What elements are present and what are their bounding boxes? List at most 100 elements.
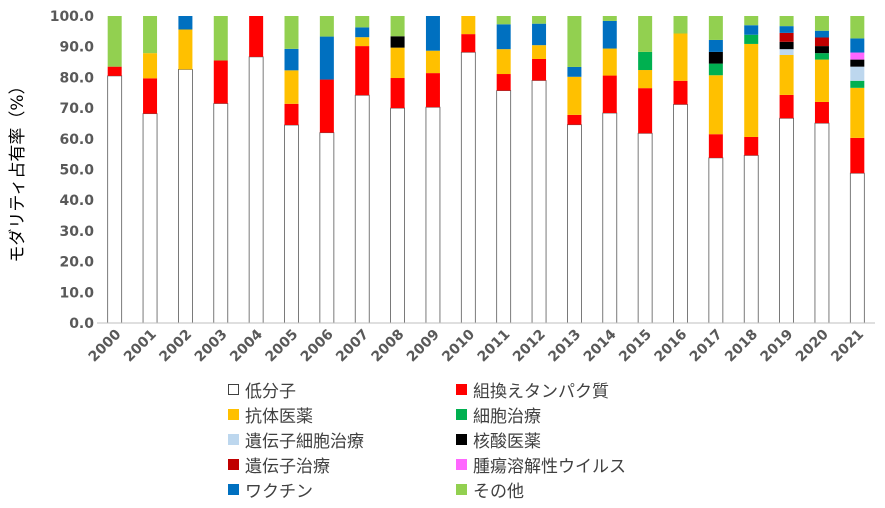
x-tick-label: 2015	[616, 327, 655, 366]
bar-segment	[319, 132, 335, 324]
bar-segment	[496, 74, 511, 91]
bar-segment	[319, 16, 334, 37]
x-tick-label: 2011	[475, 327, 514, 366]
legend-swatch	[228, 433, 239, 445]
bar-segment	[708, 134, 723, 158]
legend-swatch	[456, 483, 467, 495]
bar-segment	[355, 37, 370, 47]
bar-segment	[248, 56, 264, 324]
y-tick-label: 90.0	[59, 40, 94, 56]
legend-swatch	[228, 383, 239, 395]
bar-segment	[850, 80, 865, 88]
bar-segment	[425, 73, 440, 108]
bar-segment	[850, 59, 865, 67]
bar-segment	[814, 30, 829, 38]
x-tick-label: 2013	[545, 327, 584, 366]
bar-segment	[496, 49, 511, 75]
x-tick-label: 2010	[439, 326, 478, 365]
bar-segment	[850, 38, 865, 53]
legend-label: 遺伝子治療	[245, 456, 330, 477]
legend-item: ワクチン	[228, 478, 313, 502]
y-axis-title: モダリティ占有率（%）	[8, 77, 28, 262]
bar-segment	[673, 80, 688, 105]
bar-segment	[390, 16, 405, 37]
legend-label: 抗体医薬	[245, 406, 313, 427]
bar-segment	[673, 104, 688, 324]
bar-segment	[708, 75, 723, 135]
x-tick-label: 2008	[369, 327, 408, 366]
bar-segment	[814, 53, 829, 60]
bar-segment	[390, 78, 405, 109]
bar-segment	[354, 94, 370, 324]
legend: 低分子 抗体医薬 遺伝子細胞治療 遺伝子治療 ワクチン 組換えタンパク質 細胞治療 核酸医薬腫…	[228, 378, 688, 504]
bar-segment	[213, 103, 229, 324]
bar-segment	[107, 75, 123, 324]
bar-segment	[567, 16, 582, 67]
bar-segment	[779, 32, 794, 42]
bar-segment	[638, 70, 653, 89]
bar-segment	[319, 79, 334, 133]
legend-label: 細胞治療	[473, 406, 541, 427]
y-tick-label: 80.0	[59, 70, 94, 86]
bar-segment	[532, 23, 547, 46]
x-tick-label: 2006	[298, 327, 337, 366]
y-tick-label: 100.0	[50, 9, 95, 25]
bar-segment	[814, 122, 830, 324]
bar-segment	[602, 48, 617, 76]
bar-segment	[284, 103, 299, 125]
legend-label: ワクチン	[245, 481, 313, 502]
bar-segment	[390, 47, 405, 79]
bar-segment	[850, 87, 865, 138]
bar-segment	[496, 16, 511, 25]
x-tick-label: 2001	[121, 327, 160, 366]
bar-segment	[744, 136, 759, 156]
bar-segment	[460, 51, 476, 324]
bar-segment	[814, 37, 829, 47]
legend-label: その他	[473, 481, 524, 502]
bar-segment	[532, 16, 547, 24]
bar-segment	[355, 27, 370, 38]
bar-segment	[461, 16, 476, 35]
bar-segment	[531, 80, 547, 324]
bar-segment	[213, 60, 228, 104]
bar-segment	[708, 157, 724, 324]
bar-segment	[779, 26, 794, 33]
bar-segment	[107, 16, 122, 67]
y-tick-label: 20.0	[59, 255, 94, 271]
legend-item: 組換えタンパク質	[456, 378, 609, 402]
x-tick-label: 2016	[651, 327, 690, 366]
legend-item: 抗体医薬	[228, 403, 313, 427]
bar-segment	[532, 45, 547, 59]
x-tick-label: 2019	[758, 327, 797, 366]
legend-item: 細胞治療	[456, 403, 541, 427]
bar-segment	[850, 137, 865, 174]
bar-segment	[743, 154, 759, 324]
bar-segment	[708, 39, 723, 52]
legend-item: 核酸医薬	[456, 428, 541, 452]
legend-item: 低分子	[228, 378, 296, 402]
bar-segment	[532, 58, 547, 81]
bar-segment	[425, 106, 441, 324]
bar-segment	[390, 36, 405, 48]
bar-segment	[638, 88, 653, 134]
legend-swatch	[456, 383, 467, 395]
legend-item: 腫瘍溶解性ウイルス	[456, 453, 626, 477]
bar-segment	[143, 53, 158, 79]
bar-segment	[178, 29, 193, 70]
bar-segment	[814, 101, 829, 124]
bar-segment	[708, 51, 723, 64]
legend-item: 遺伝子治療	[228, 453, 330, 477]
legend-item: その他	[456, 478, 524, 502]
bar-segment	[850, 16, 865, 39]
x-tick-label: 2005	[262, 327, 301, 366]
x-tick-label: 2017	[687, 327, 726, 366]
bar-segment	[779, 94, 794, 119]
bar-segment	[178, 69, 193, 324]
bar-segment	[567, 66, 582, 77]
bar-segment	[673, 33, 688, 81]
bar-segment	[178, 16, 193, 30]
bar-segment	[284, 16, 299, 49]
x-tick-label: 2012	[510, 327, 549, 366]
bar-segment	[744, 16, 759, 26]
bar-segment	[143, 16, 158, 54]
